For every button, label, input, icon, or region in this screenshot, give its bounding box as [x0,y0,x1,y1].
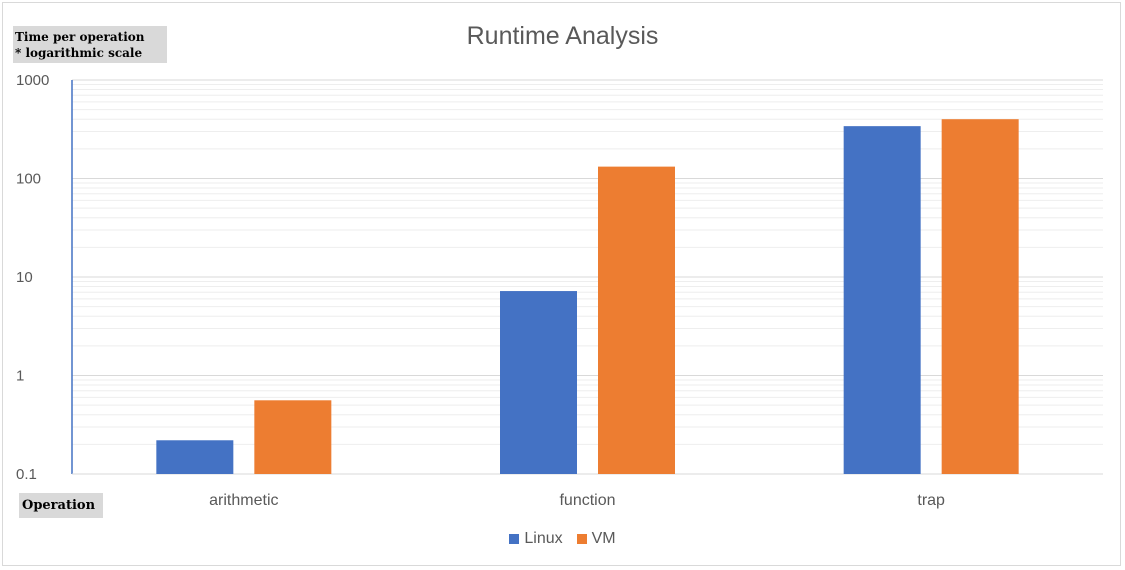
y-axis-label-line-2: * logarithmic scale [15,46,143,60]
x-tick-label-trap: trap [917,492,945,509]
bar-linux-arithmetic [156,440,234,474]
legend: Linux VM [0,530,1125,548]
y-axis-label: Time per operation * logarithmic scale [13,26,167,63]
legend-item-vm: VM [576,530,616,548]
y-tick-label: 1 [16,368,24,385]
x-tick-label-arithmetic: arithmetic [209,492,278,509]
x-tick-label-function: function [559,492,615,509]
bar-linux-trap [843,126,921,475]
bar-vm-arithmetic [254,400,332,474]
legend-item-linux: Linux [509,530,563,548]
y-tick-label: 10 [16,269,33,286]
bar-vm-trap [941,119,1019,475]
y-axis-label-line-1: Time per operation [15,30,145,44]
y-tick-label: 1000 [16,72,49,89]
legend-label-linux: Linux [524,530,563,547]
bar-linux-function [500,291,577,474]
y-tick-label: 0.1 [16,466,37,483]
legend-swatch-linux [509,534,520,544]
legend-label-vm: VM [591,530,616,547]
bar-vm-function [598,166,675,474]
y-tick-label: 100 [16,171,41,188]
legend-swatch-vm [576,534,587,544]
chart-title: Runtime Analysis [466,22,659,50]
x-axis-label: Operation [19,493,103,518]
